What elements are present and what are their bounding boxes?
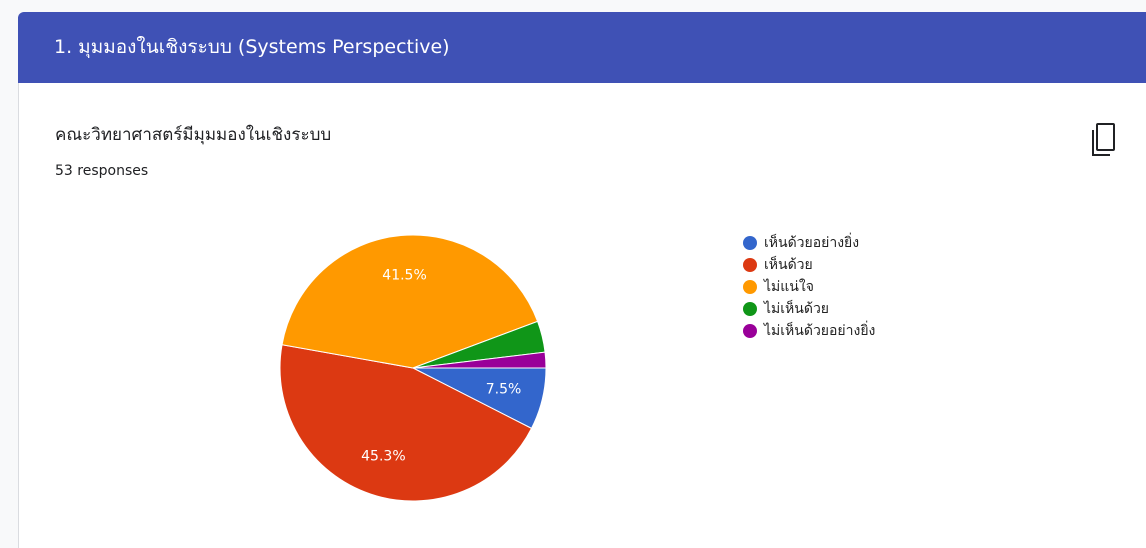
copy-icon[interactable] [1092,123,1115,156]
legend-label: เห็นด้วยอย่างยิ่ง [764,233,859,251]
slice-label: 7.5% [486,382,522,398]
question-card: คณะวิทยาศาสตร์มีมุมมองในเชิงระบบ 53 resp… [18,83,1146,548]
legend-swatch [743,324,757,338]
legend-label: ไม่เห็นด้วย [763,299,829,317]
legend-swatch [743,280,757,294]
response-count: 53 responses [55,163,149,179]
legend-label: ไม่แน่ใจ [763,278,814,295]
legend-swatch [743,258,757,272]
slice-label: 41.5% [382,267,426,283]
slice-label: 45.3% [361,448,405,464]
pie-slice [281,234,539,369]
section-header: 1. มุมมองในเชิงระบบ (Systems Perspective… [18,12,1146,83]
question-title: คณะวิทยาศาสตร์มีมุมมองในเชิงระบบ [55,125,332,145]
pie-slice [412,351,547,369]
legend-swatch [743,236,757,250]
legend-label: เห็นด้วย [764,255,813,273]
legend-swatch [743,302,757,316]
pie-slice [279,344,533,502]
legend-label: ไม่เห็นด้วยอย่างยิ่ง [763,321,875,339]
